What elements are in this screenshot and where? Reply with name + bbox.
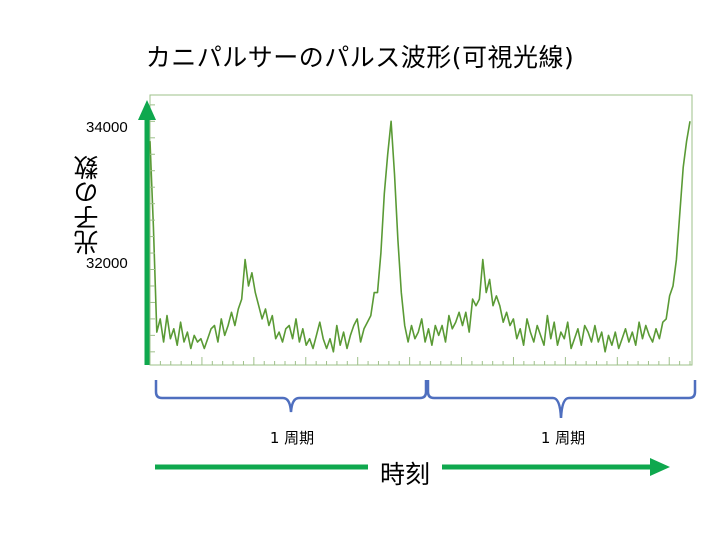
y-tick-label-34000: 34000 [86, 119, 128, 136]
x-tick-marks [149, 357, 691, 365]
y-tick-marks [150, 104, 155, 353]
period-brace-2 [426, 380, 697, 419]
y-axis-arrowhead [138, 100, 156, 120]
y-tick-label-32000: 32000 [86, 255, 128, 272]
chart-title: カニパルサーのパルス波形(可視光線) [145, 43, 575, 72]
x-axis-label: 時刻 [370, 455, 440, 491]
period-label-1: 1 周期 [269, 429, 315, 447]
period-label-2: 1 周期 [540, 429, 586, 447]
series-line [149, 120, 691, 353]
period-brace-1 [154, 380, 428, 413]
time-axis-arrowhead [650, 458, 670, 476]
plot-frame [149, 94, 693, 366]
